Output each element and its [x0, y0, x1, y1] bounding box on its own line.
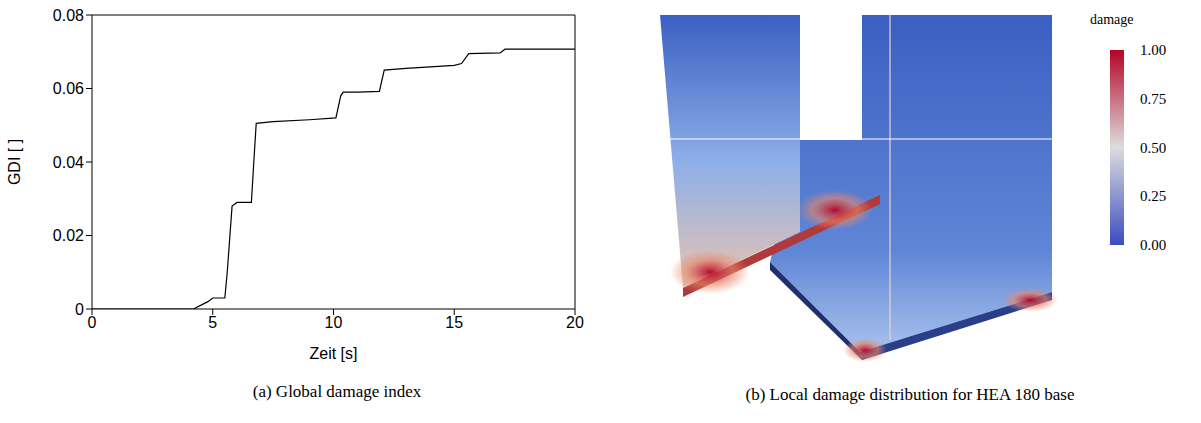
svg-text:(b) Local damage distribution: (b) Local damage distribution for HEA 18…	[745, 385, 1074, 404]
svg-text:5: 5	[208, 314, 217, 331]
svg-text:0: 0	[75, 301, 84, 318]
svg-text:0.50: 0.50	[1140, 140, 1166, 156]
svg-text:0.08: 0.08	[53, 7, 84, 24]
svg-text:0.04: 0.04	[53, 154, 84, 171]
svg-text:GDI [ ]: GDI [ ]	[6, 139, 23, 185]
svg-text:0: 0	[88, 314, 97, 331]
svg-text:damage: damage	[1090, 12, 1134, 27]
svg-text:0.00: 0.00	[1140, 237, 1166, 253]
svg-text:20: 20	[566, 314, 584, 331]
svg-text:10: 10	[325, 314, 343, 331]
svg-text:0.06: 0.06	[53, 80, 84, 97]
html-text:(a) Global damage index: (a) Global damage index	[252, 382, 422, 401]
svg-text:Zeit [s]: Zeit [s]	[309, 345, 357, 362]
svg-text:0.25: 0.25	[1140, 188, 1166, 204]
svg-text:0.02: 0.02	[53, 227, 84, 244]
svg-text:15: 15	[445, 314, 463, 331]
svg-text:0.75: 0.75	[1140, 91, 1166, 107]
svg-text:1.00: 1.00	[1140, 42, 1166, 58]
